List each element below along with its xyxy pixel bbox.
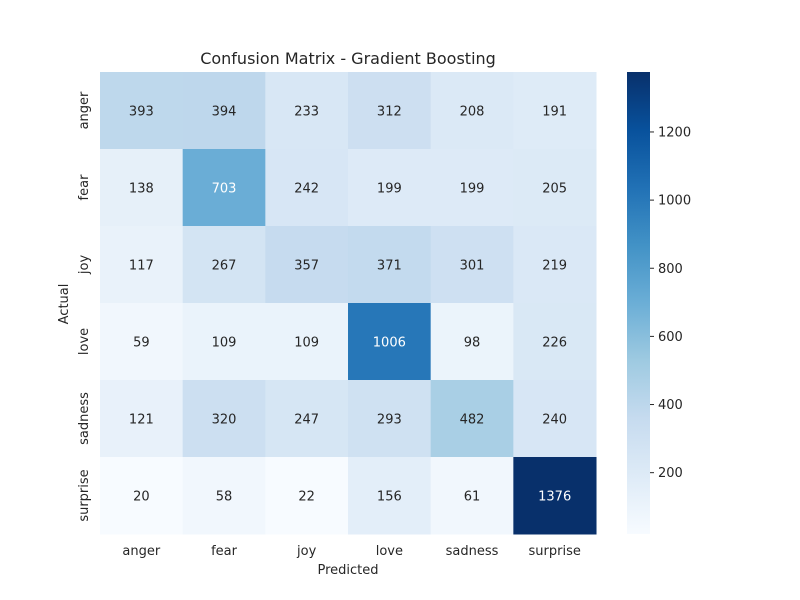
cell-value-label: 59: [133, 336, 150, 351]
x-tick-label-fear: fear: [211, 544, 238, 559]
colorbar: 200 400 600 800 1000 1200: [627, 72, 691, 534]
colorbar-tick-label-1200: 1200: [658, 125, 691, 140]
heatmap-cell-joy-surprise: [513, 226, 597, 304]
chart-title: Confusion Matrix - Gradient Boosting: [200, 49, 496, 68]
heatmap-cell-sadness-sadness: [430, 380, 514, 458]
heatmap-cell-anger-joy: [265, 72, 349, 150]
cell-value-label: 293: [377, 413, 402, 428]
cell-value-label: 109: [294, 336, 319, 351]
x-tick-label-joy: joy: [296, 544, 317, 559]
heatmap-cell-joy-anger: [100, 226, 184, 304]
x-tick-label-sadness: sadness: [446, 544, 499, 559]
y-tick-label-sadness: sadness: [77, 392, 92, 445]
cell-value-label: 20: [133, 490, 150, 505]
cell-value-label: 138: [129, 182, 154, 197]
cell-value-label: 191: [542, 105, 567, 120]
colorbar-tick-label-200: 200: [658, 466, 683, 481]
heatmap-cell-fear-anger: [100, 149, 184, 227]
heatmap-cell-fear-fear: [182, 149, 266, 227]
colorbar-tick-label-1000: 1000: [658, 194, 691, 209]
cell-value-label: 482: [460, 413, 485, 428]
heatmap-cell-anger-sadness: [430, 72, 514, 150]
cell-value-label: 205: [542, 182, 567, 197]
cell-value-label: 301: [460, 259, 485, 274]
heatmap-cell-sadness-anger: [100, 380, 184, 458]
cell-value-label: 156: [377, 490, 402, 505]
heatmap-cell-fear-love: [348, 149, 432, 227]
heatmap-cell-fear-joy: [265, 149, 349, 227]
cell-value-label: 22: [298, 490, 315, 505]
heatmap-cell-sadness-love: [348, 380, 432, 458]
heatmap-cell-fear-sadness: [430, 149, 514, 227]
y-tick-label-anger: anger: [77, 91, 92, 129]
cell-value-label: 121: [129, 413, 154, 428]
heatmap-cell-love-joy: [265, 303, 349, 381]
heatmap-cell-anger-love: [348, 72, 432, 150]
cell-value-label: 357: [294, 259, 319, 274]
heatmap-cell-love-fear: [182, 303, 266, 381]
colorbar-tick-label-400: 400: [658, 398, 683, 413]
y-axis-label: Actual: [57, 284, 72, 325]
cell-value-label: 247: [294, 413, 319, 428]
heatmap-cell-joy-love: [348, 226, 432, 304]
cell-value-label: 61: [464, 490, 481, 505]
heatmap-cell-surprise-love: [348, 457, 432, 535]
heatmap-cell-fear-surprise: [513, 149, 597, 227]
colorbar-tick-label-600: 600: [658, 330, 683, 345]
colorbar-gradient: [627, 72, 650, 534]
cell-value-label: 98: [464, 336, 481, 351]
heatmap-cell-surprise-joy: [265, 457, 349, 535]
cell-value-label: 312: [377, 105, 402, 120]
heatmap-cell-sadness-fear: [182, 380, 266, 458]
heatmap-cell-anger-anger: [100, 72, 184, 150]
heatmap-cell-love-sadness: [430, 303, 514, 381]
heatmap-cell-sadness-joy: [265, 380, 349, 458]
cell-value-label: 117: [129, 259, 154, 274]
cell-value-label: 267: [212, 259, 237, 274]
heatmap-cell-joy-joy: [265, 226, 349, 304]
heatmap-cell-surprise-anger: [100, 457, 184, 535]
cell-value-label: 703: [212, 182, 237, 197]
cell-value-label: 1376: [538, 490, 571, 505]
x-tick-label-love: love: [376, 544, 403, 559]
cell-value-label: 240: [542, 413, 567, 428]
heatmap-cell-surprise-surprise: [513, 457, 597, 535]
y-axis-ticks: anger fear joy love sadness surprise: [77, 91, 92, 522]
heatmap-cell-sadness-surprise: [513, 380, 597, 458]
cell-value-label: 320: [212, 413, 237, 428]
x-axis-label: Predicted: [317, 563, 378, 578]
colorbar-tick-label-800: 800: [658, 262, 683, 277]
y-tick-label-love: love: [77, 328, 92, 355]
x-axis-ticks: anger fear joy love sadness surprise: [122, 544, 580, 559]
heatmap-cell-love-anger: [100, 303, 184, 381]
heatmap-cell-surprise-sadness: [430, 457, 514, 535]
heatmap-cells: 393 394 233 312 208 191 138 703 242 199 199 205 117 2…: [100, 72, 597, 535]
y-tick-label-fear: fear: [77, 174, 92, 201]
heatmap-cell-love-love: [348, 303, 432, 381]
heatmap-cell-love-surprise: [513, 303, 597, 381]
cell-value-label: 226: [542, 336, 567, 351]
cell-value-label: 233: [294, 105, 319, 120]
cell-value-label: 219: [542, 259, 567, 274]
heatmap-cell-anger-fear: [182, 72, 266, 150]
heatmap-cell-surprise-fear: [182, 457, 266, 535]
y-tick-label-joy: joy: [77, 255, 92, 276]
x-tick-label-surprise: surprise: [529, 544, 581, 559]
cell-value-label: 109: [212, 336, 237, 351]
cell-value-label: 393: [129, 105, 154, 120]
heatmap-cell-joy-fear: [182, 226, 266, 304]
y-tick-label-surprise: surprise: [77, 469, 92, 521]
cell-value-label: 58: [216, 490, 233, 505]
cell-value-label: 371: [377, 259, 402, 274]
cell-value-label: 199: [460, 182, 485, 197]
heatmap-cell-joy-sadness: [430, 226, 514, 304]
cell-value-label: 394: [212, 105, 237, 120]
x-tick-label-anger: anger: [122, 544, 160, 559]
cell-value-label: 242: [294, 182, 319, 197]
cell-value-label: 1006: [373, 336, 406, 351]
cell-value-label: 199: [377, 182, 402, 197]
cell-value-label: 208: [460, 105, 485, 120]
heatmap-cell-anger-surprise: [513, 72, 597, 150]
